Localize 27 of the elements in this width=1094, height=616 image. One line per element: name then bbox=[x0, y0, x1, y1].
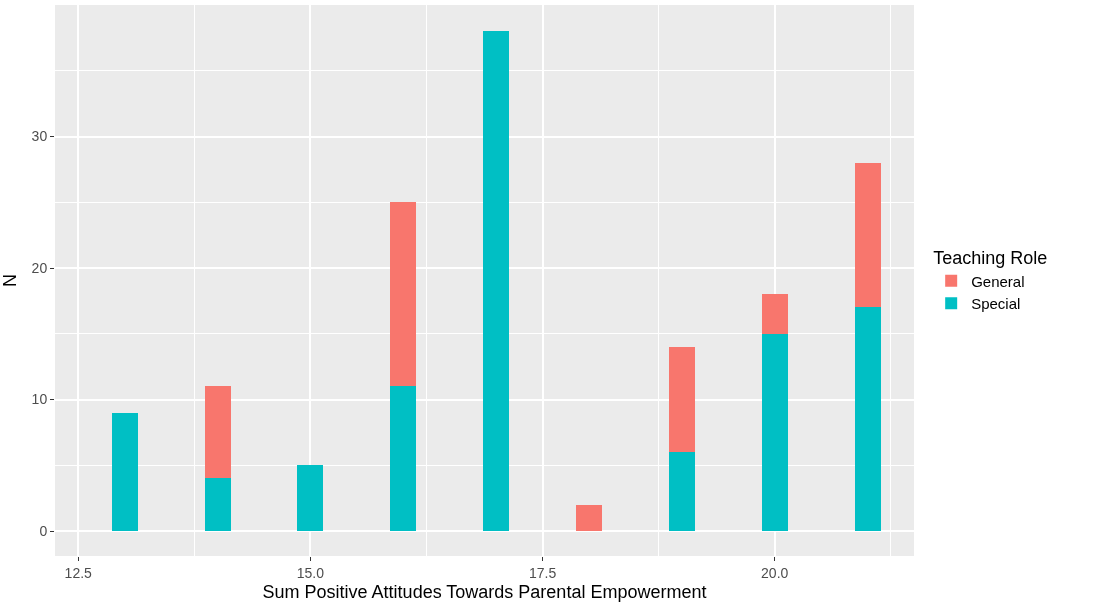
bar bbox=[669, 347, 695, 452]
bar bbox=[576, 505, 602, 531]
bar bbox=[669, 452, 695, 531]
y-axis-title: N bbox=[0, 274, 20, 287]
bar bbox=[297, 465, 323, 531]
bar bbox=[762, 294, 788, 334]
x-tick-label: 15.0 bbox=[296, 564, 325, 581]
bar bbox=[112, 413, 138, 531]
y-tick-label: 0 bbox=[39, 522, 48, 539]
bar bbox=[483, 31, 509, 531]
y-tick-label: 30 bbox=[31, 128, 48, 145]
legend-label: Special bbox=[971, 295, 1021, 312]
y-tick-label: 20 bbox=[31, 259, 48, 276]
bar bbox=[205, 478, 231, 531]
bar bbox=[205, 386, 231, 478]
legend-label: General bbox=[971, 272, 1025, 290]
bar bbox=[390, 386, 416, 531]
bar bbox=[762, 334, 788, 531]
y-tick-label: 10 bbox=[31, 391, 48, 408]
x-tick-label: 20.0 bbox=[761, 564, 789, 581]
legend-title: Teaching Role bbox=[933, 248, 1048, 269]
x-axis-title: Sum Positive Attitudes Towards Parental Empowerment bbox=[262, 581, 707, 602]
bar bbox=[390, 202, 416, 386]
x-tick-label: 17.5 bbox=[528, 564, 557, 581]
x-tick-label: 12.5 bbox=[64, 564, 93, 581]
bar bbox=[855, 163, 881, 307]
bar bbox=[855, 307, 881, 531]
